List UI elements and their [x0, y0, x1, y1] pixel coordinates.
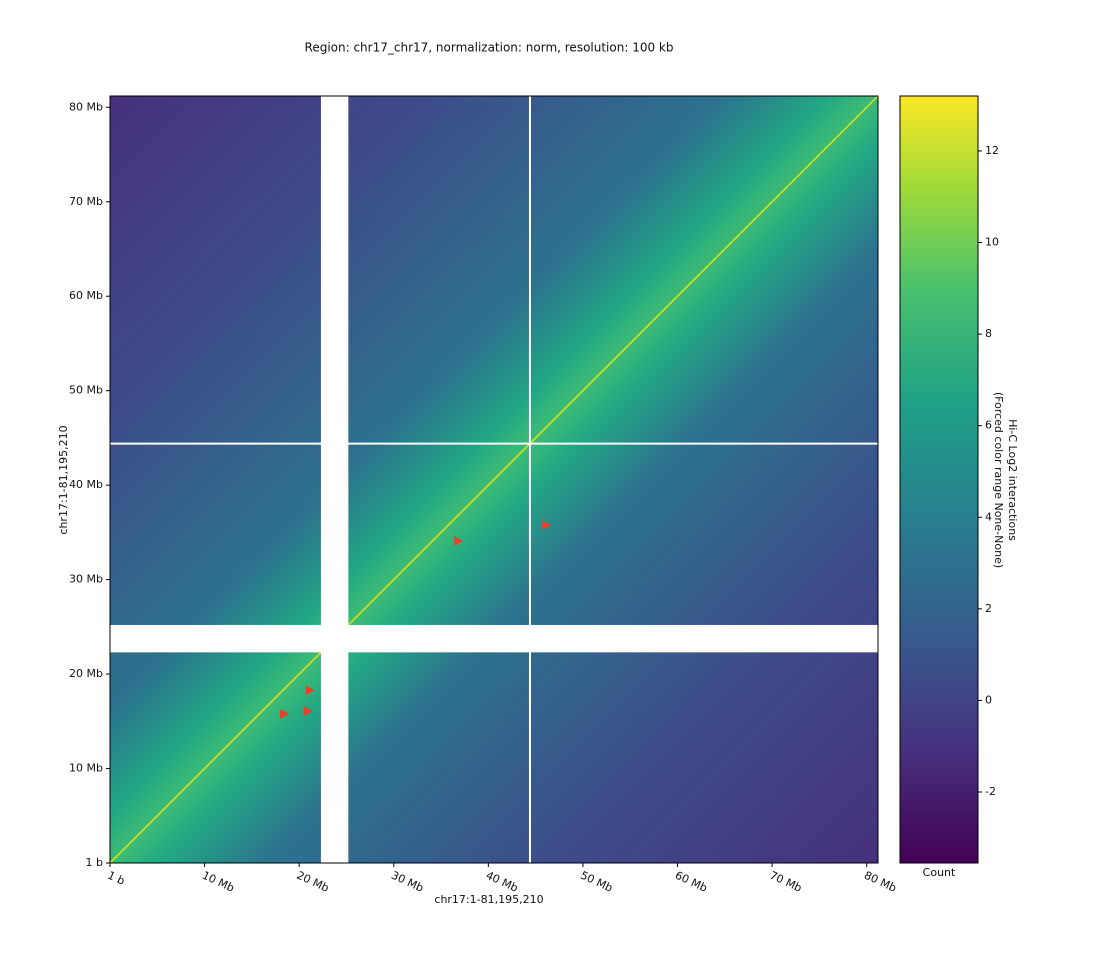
colorbar-tick-label: 6	[985, 419, 992, 432]
y-tick-label: 20 Mb	[69, 667, 103, 680]
x-tick-label: 60 Mb	[673, 869, 709, 895]
x-tick-label: 30 Mb	[389, 869, 425, 895]
x-tick-label: 1 b	[105, 869, 126, 888]
marker	[542, 519, 552, 530]
x-tick-label: 70 Mb	[768, 869, 804, 895]
marker	[454, 535, 464, 546]
x-tick-label: 40 Mb	[484, 869, 520, 895]
marker	[305, 685, 315, 696]
colorbar-tick-label: 4	[985, 510, 992, 523]
x-axis-label: chr17:1-81,195,210	[434, 893, 543, 906]
marker	[280, 708, 290, 719]
colorbar-tick-label: 2	[985, 602, 992, 615]
y-tick-label: 40 Mb	[69, 478, 103, 491]
colorbar-tick-label: 0	[985, 693, 992, 706]
y-tick-label: 70 Mb	[69, 195, 103, 208]
colorbar	[899, 95, 979, 864]
chart-title: Region: chr17_chr17, normalization: norm…	[305, 41, 674, 55]
x-tick-label: 50 Mb	[578, 869, 614, 895]
y-tick-label: 1 b	[86, 856, 103, 869]
y-tick-label: 80 Mb	[69, 100, 103, 113]
overlay	[110, 96, 878, 863]
marker	[303, 705, 313, 716]
colorbar-tick-label: -2	[985, 785, 996, 798]
colorbar-tick-label: 8	[985, 327, 992, 340]
plot-frame	[109, 95, 879, 864]
diagonal	[109, 95, 879, 864]
y-tick-label: 50 Mb	[69, 384, 103, 397]
colorbar-xlabel: Count	[923, 866, 956, 879]
x-tick-label: 80 Mb	[862, 869, 898, 895]
x-tick-label: 20 Mb	[295, 869, 331, 895]
y-tick-label: 30 Mb	[69, 573, 103, 586]
y-tick-label: 60 Mb	[69, 289, 103, 302]
colorbar-label: Hi-C Log2 interactions	[1006, 419, 1019, 541]
x-tick-label: 10 Mb	[200, 869, 236, 895]
colorbar-tick-label: 10	[985, 236, 999, 249]
masked-row	[110, 624, 878, 653]
y-axis-label: chr17:1-81,195,210	[57, 425, 70, 534]
masked-column	[320, 96, 349, 863]
colorbar-tick-label: 12	[985, 144, 999, 157]
colorbar-label: (Forced color range None-None)	[992, 392, 1005, 568]
y-tick-label: 10 Mb	[69, 762, 103, 775]
